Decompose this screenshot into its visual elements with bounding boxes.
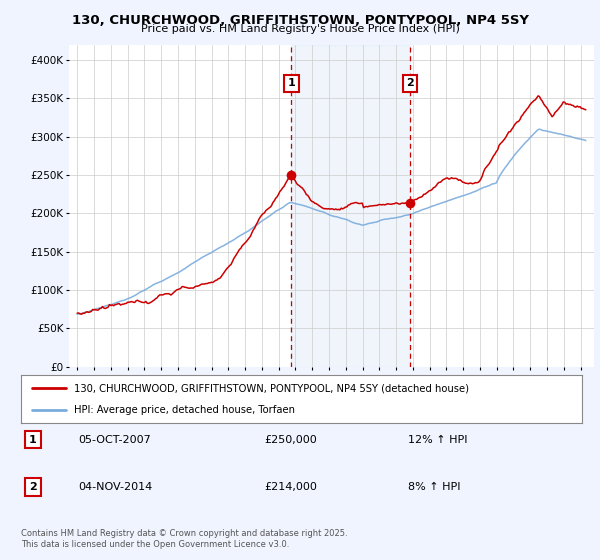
Text: 2: 2 — [406, 78, 414, 88]
Text: Price paid vs. HM Land Registry's House Price Index (HPI): Price paid vs. HM Land Registry's House … — [140, 24, 460, 34]
Bar — [292, 45, 410, 367]
Text: 05-OCT-2007: 05-OCT-2007 — [78, 435, 151, 445]
Text: 12% ↑ HPI: 12% ↑ HPI — [408, 435, 467, 445]
Text: 130, CHURCHWOOD, GRIFFITHSTOWN, PONTYPOOL, NP4 5SY (detached house): 130, CHURCHWOOD, GRIFFITHSTOWN, PONTYPOO… — [74, 383, 469, 393]
Text: £250,000: £250,000 — [264, 435, 317, 445]
Text: 1: 1 — [29, 435, 37, 445]
Text: 04-NOV-2014: 04-NOV-2014 — [78, 482, 152, 492]
Text: 1: 1 — [287, 78, 295, 88]
Text: 130, CHURCHWOOD, GRIFFITHSTOWN, PONTYPOOL, NP4 5SY: 130, CHURCHWOOD, GRIFFITHSTOWN, PONTYPOO… — [71, 14, 529, 27]
Text: HPI: Average price, detached house, Torfaen: HPI: Average price, detached house, Torf… — [74, 405, 295, 415]
Text: £214,000: £214,000 — [264, 482, 317, 492]
Text: 2: 2 — [29, 482, 37, 492]
Text: 8% ↑ HPI: 8% ↑ HPI — [408, 482, 461, 492]
Text: Contains HM Land Registry data © Crown copyright and database right 2025.
This d: Contains HM Land Registry data © Crown c… — [21, 529, 347, 549]
